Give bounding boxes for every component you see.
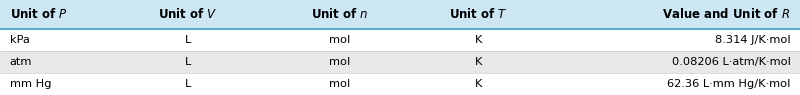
Text: atm: atm	[10, 57, 32, 67]
Text: Value and Unit of $\mathit{R}$: Value and Unit of $\mathit{R}$	[662, 7, 790, 21]
Text: kPa: kPa	[10, 35, 30, 45]
Text: mol: mol	[330, 79, 350, 89]
Text: L: L	[185, 57, 191, 67]
Text: Unit of $\mathit{V}$: Unit of $\mathit{V}$	[158, 7, 218, 21]
Text: Unit of $\mathit{T}$: Unit of $\mathit{T}$	[449, 7, 508, 21]
Text: Unit of $\mathit{P}$: Unit of $\mathit{P}$	[10, 7, 67, 21]
Text: Unit of $\mathit{n}$: Unit of $\mathit{n}$	[311, 7, 369, 21]
Text: 62.36 L·mm Hg/K·mol: 62.36 L·mm Hg/K·mol	[667, 79, 790, 89]
Text: L: L	[185, 79, 191, 89]
Bar	[0, 73, 800, 95]
Text: mol: mol	[330, 35, 350, 45]
Bar	[0, 0, 800, 28]
Text: 8.314 J/K·mol: 8.314 J/K·mol	[714, 35, 790, 45]
Text: 0.08206 L·atm/K·mol: 0.08206 L·atm/K·mol	[671, 57, 790, 67]
Bar	[0, 28, 800, 51]
Text: L: L	[185, 35, 191, 45]
Text: mol: mol	[330, 57, 350, 67]
Bar	[0, 51, 800, 73]
Text: K: K	[474, 35, 482, 45]
Text: K: K	[474, 57, 482, 67]
Text: mm Hg: mm Hg	[10, 79, 51, 89]
Text: K: K	[474, 79, 482, 89]
